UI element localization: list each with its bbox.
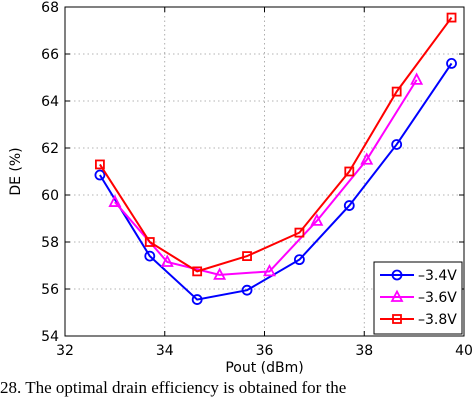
- legend-label: –3.8V: [418, 312, 457, 328]
- data-point: [108, 194, 122, 207]
- data-point: [294, 227, 305, 238]
- data-point: [95, 159, 105, 170]
- legend: –3.4V –3.6V –3.8V: [373, 261, 463, 335]
- data-point: [94, 169, 106, 181]
- y-tick-label: 60: [41, 188, 59, 204]
- y-tick-label: 66: [41, 47, 59, 63]
- data-point: [310, 213, 324, 226]
- legend-label: –3.6V: [418, 290, 457, 306]
- y-tick-label: 62: [41, 141, 59, 157]
- legend-marker: [390, 289, 404, 302]
- data-point: [242, 251, 252, 262]
- plot-series: [94, 12, 457, 305]
- data-point: [410, 72, 424, 85]
- x-axis-label: Pout (dBm): [225, 360, 303, 376]
- data-point: [446, 12, 457, 23]
- data-point: [241, 284, 253, 296]
- y-tick-label: 56: [41, 282, 59, 298]
- data-point: [391, 139, 403, 150]
- x-tick-label: 36: [256, 343, 274, 359]
- y-tick-label: 64: [41, 94, 59, 110]
- legend-marker: [391, 269, 403, 281]
- data-point: [343, 200, 355, 211]
- y-tick-label: 68: [41, 0, 59, 16]
- series-2: [108, 72, 424, 280]
- series-line: [99, 16, 453, 273]
- data-point: [191, 294, 203, 305]
- y-tick-label: 54: [41, 329, 59, 345]
- data-point: [360, 152, 374, 165]
- chart: 32 34 36 38 40 54 56 58 60 62 64 66 68 Pout (dBm) DE…: [8, 0, 473, 376]
- legend-label: –3.4V: [418, 268, 457, 284]
- data-point: [344, 166, 355, 177]
- legend-marker: [392, 314, 402, 324]
- data-point: [262, 263, 276, 277]
- y-axis-label: DE (%): [8, 147, 24, 195]
- x-tick-label: 34: [156, 343, 174, 359]
- x-tick-label: 38: [355, 343, 373, 359]
- grid: [65, 7, 464, 336]
- data-point: [391, 86, 402, 97]
- data-point: [192, 266, 203, 277]
- axis-ticks: 32 34 36 38 40 54 56 58 60 62 64 66 68: [41, 0, 473, 359]
- series-3: [95, 12, 457, 277]
- data-point: [446, 58, 457, 69]
- x-tick-label: 32: [56, 343, 74, 359]
- data-point: [213, 267, 227, 280]
- series-line: [114, 79, 418, 276]
- y-tick-label: 58: [41, 235, 59, 251]
- data-point: [144, 237, 155, 247]
- data-point: [160, 254, 174, 267]
- data-point: [294, 254, 305, 266]
- data-point: [144, 250, 156, 262]
- figure-caption: 28. The optimal drain efficiency is obta…: [0, 378, 347, 397]
- x-tick-label: 40: [455, 343, 473, 359]
